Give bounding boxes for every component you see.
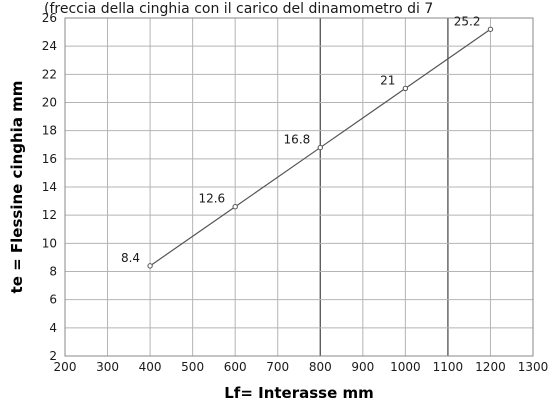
grid [64, 17, 534, 357]
y-tick-label: 14 [42, 180, 57, 194]
chart-header-text: (freccia della cinghia con il carico del… [44, 1, 433, 17]
y-tick-label: 22 [42, 67, 57, 81]
y-tick-label: 12 [42, 208, 57, 222]
y-tick-label: 8 [49, 265, 57, 279]
x-tick-label: 900 [351, 360, 374, 374]
x-tick-label: 300 [96, 360, 119, 374]
data-label: 12.6 [198, 192, 225, 206]
y-tick-label: 2 [49, 349, 57, 363]
y-tick-label: 16 [42, 152, 57, 166]
plot-frame [64, 17, 534, 357]
data-point [232, 204, 238, 210]
data-point [487, 26, 494, 32]
y-tick-label: 24 [42, 39, 57, 53]
x-tick-labels: 200 300 400 500 600 700 800 900 1000 1100 1200 1300 [54, 360, 549, 374]
x-tick-label: 1300 [518, 360, 549, 374]
y-tick-label: 10 [42, 236, 57, 250]
data-label: 25.2 [454, 14, 481, 28]
y-tick-label: 4 [49, 321, 57, 335]
x-axis-title: Lf= Interasse mm [224, 384, 374, 402]
x-tick-label: 1100 [433, 360, 464, 374]
x-tick-label: 600 [224, 360, 247, 374]
x-tick-label: 500 [181, 360, 204, 374]
y-tick-label: 18 [42, 124, 57, 138]
x-tick-label: 1200 [475, 360, 506, 374]
x-tick-label: 400 [139, 360, 162, 374]
data-point [317, 144, 323, 151]
x-tick-label: 1000 [390, 360, 421, 374]
x-tick-label: 200 [54, 360, 77, 374]
data-label: 8.4 [121, 251, 140, 265]
y-tick-label: 20 [42, 96, 57, 110]
y-tick-label: 6 [49, 293, 57, 307]
x-tick-label: 800 [309, 360, 332, 374]
y-axis-title: te = Flessine cinghia mm [8, 81, 26, 294]
data-point [147, 263, 153, 269]
data-label: 21 [380, 73, 395, 87]
series: 8.4 12.6 16.8 21 25.2 [121, 14, 494, 269]
y-tick-label: 26 [42, 11, 57, 25]
data-label: 16.8 [284, 133, 311, 147]
x-tick-label: 700 [266, 360, 289, 374]
data-point [402, 85, 409, 92]
